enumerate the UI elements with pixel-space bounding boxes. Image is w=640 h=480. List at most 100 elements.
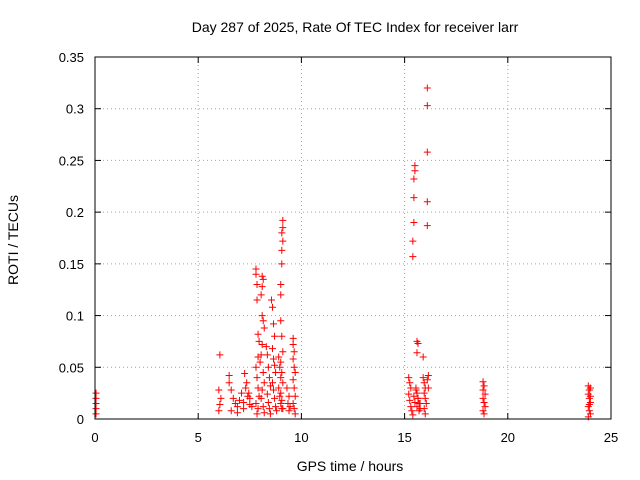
data-point — [269, 303, 277, 311]
data-point — [410, 175, 418, 183]
data-point — [278, 396, 286, 404]
data-point — [259, 403, 267, 411]
data-point — [279, 216, 287, 224]
data-point — [286, 403, 294, 411]
data-point — [278, 229, 286, 237]
data-point — [254, 405, 262, 413]
data-point — [419, 374, 427, 382]
data-point — [405, 390, 413, 398]
data-point — [229, 394, 237, 402]
data-point — [277, 389, 285, 397]
data-point — [421, 394, 429, 402]
data-point — [283, 384, 291, 392]
data-point — [277, 281, 285, 289]
data-point — [420, 379, 428, 387]
data-point — [421, 410, 429, 418]
data-point — [253, 410, 261, 418]
y-axis-label: ROTI / TECUs — [5, 195, 21, 285]
grid-lines — [95, 57, 611, 419]
data-point — [423, 102, 431, 110]
data-point — [424, 384, 432, 392]
data-point — [411, 398, 419, 406]
data-point — [257, 394, 265, 402]
data-point — [480, 398, 488, 406]
data-point — [260, 379, 268, 387]
data-point — [217, 394, 225, 402]
data-point — [279, 224, 287, 232]
data-point — [410, 218, 418, 226]
data-point — [257, 291, 265, 299]
data-point — [271, 332, 279, 340]
data-point — [278, 368, 286, 376]
data-point — [406, 396, 414, 404]
data-point — [413, 389, 421, 397]
chart-title: Day 287 of 2025, Rate Of TEC Index for r… — [192, 19, 519, 35]
data-point — [92, 410, 100, 418]
data-point — [422, 399, 430, 407]
data-point — [225, 379, 233, 387]
data-point — [279, 405, 287, 413]
data-point — [216, 401, 224, 409]
x-tick-label: 0 — [91, 430, 98, 445]
data-point — [240, 405, 248, 413]
data-point — [420, 389, 428, 397]
data-point — [289, 341, 297, 349]
data-point — [272, 368, 280, 376]
data-point — [258, 283, 266, 291]
data-point — [585, 407, 593, 415]
data-point — [225, 372, 233, 380]
data-point — [479, 386, 487, 394]
data-point — [277, 358, 285, 366]
y-tick-label: 0.15 — [59, 257, 84, 272]
data-point — [269, 379, 277, 387]
data-point — [409, 237, 417, 245]
data-point — [290, 348, 298, 356]
plot-frame — [94, 56, 612, 420]
y-tick-label: 0.1 — [66, 309, 84, 324]
data-point — [481, 390, 489, 398]
data-point — [265, 405, 273, 413]
data-point — [414, 339, 422, 347]
data-point — [407, 403, 415, 411]
data-point — [227, 386, 235, 394]
data-point — [246, 394, 254, 402]
x-tick-label: 25 — [604, 430, 618, 445]
data-point — [264, 398, 272, 406]
data-point — [423, 84, 431, 92]
data-point — [414, 394, 422, 402]
data-point — [410, 194, 418, 202]
data-point — [233, 403, 241, 411]
data-point — [275, 353, 283, 361]
data-point — [242, 384, 250, 392]
data-point — [254, 384, 262, 392]
data-point — [480, 382, 488, 390]
data-point — [423, 376, 431, 384]
data-point — [275, 384, 283, 392]
data-point — [270, 320, 278, 328]
data-point — [259, 368, 267, 376]
data-point — [290, 363, 298, 371]
data-point — [266, 410, 274, 418]
data-point — [285, 407, 293, 415]
data-point — [262, 343, 270, 351]
data-point — [277, 291, 285, 299]
data-point — [252, 363, 260, 371]
data-point — [215, 386, 223, 394]
x-axis-label: GPS time / hours — [297, 458, 404, 474]
data-point — [254, 330, 262, 338]
data-point — [289, 376, 297, 384]
y-tick-label: 0.2 — [66, 205, 84, 220]
data-point — [248, 403, 256, 411]
data-point — [233, 409, 241, 417]
data-point — [408, 407, 416, 415]
data-point — [412, 384, 420, 392]
data-point — [235, 396, 243, 404]
data-point — [479, 407, 487, 415]
data-point — [409, 253, 417, 261]
data-point — [419, 353, 427, 361]
data-point — [273, 407, 281, 415]
data-point — [479, 394, 487, 402]
data-point — [259, 275, 267, 283]
data-point — [291, 368, 299, 376]
